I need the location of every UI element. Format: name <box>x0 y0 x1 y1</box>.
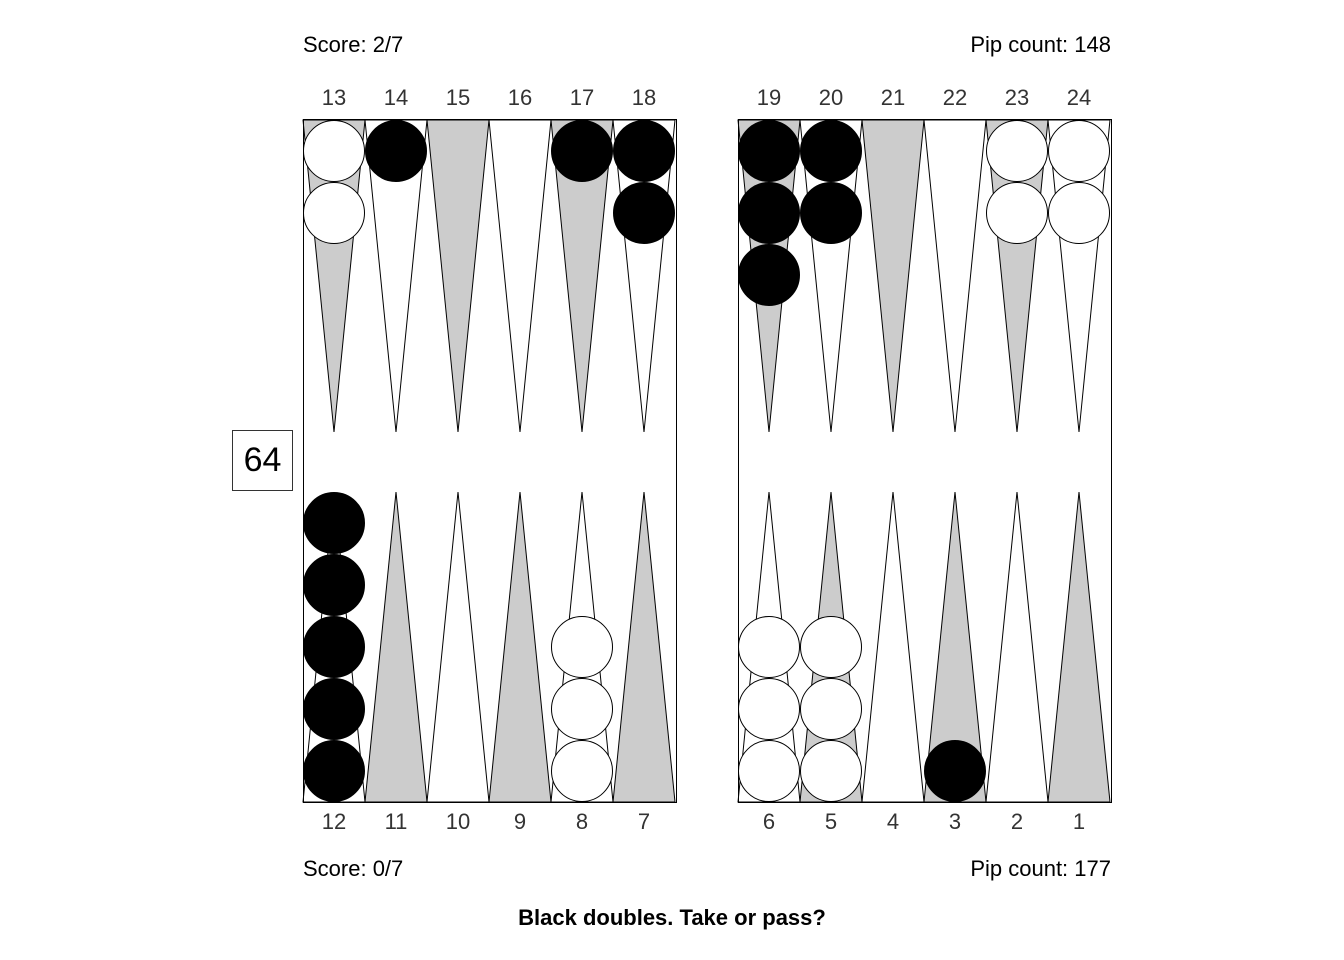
white-checker[interactable] <box>551 678 613 740</box>
white-checker[interactable] <box>738 678 800 740</box>
point-22[interactable] <box>923 119 987 433</box>
point-label-11: 11 <box>384 809 408 834</box>
black-checker[interactable] <box>738 244 800 306</box>
bottom-pip-count: Pip count: 177 <box>970 856 1111 881</box>
point-7[interactable] <box>612 491 676 803</box>
point-label-4: 4 <box>886 809 900 834</box>
white-checker[interactable] <box>800 616 862 678</box>
left-board-border <box>303 119 677 803</box>
black-checker[interactable] <box>738 182 800 244</box>
point-label-7: 7 <box>637 809 651 834</box>
point-label-12: 12 <box>321 809 347 834</box>
point-10[interactable] <box>426 491 490 803</box>
bottom-score-label: Score: 0/7 <box>303 856 404 881</box>
point-label-22: 22 <box>942 85 968 110</box>
doubling-cube[interactable]: 64 <box>232 430 293 491</box>
white-checker[interactable] <box>738 740 800 802</box>
black-checker[interactable] <box>303 678 365 740</box>
top-pip-count: Pip count: 148 <box>970 32 1111 57</box>
point-label-24: 24 <box>1066 85 1092 110</box>
point-21[interactable] <box>861 119 925 433</box>
white-checker[interactable] <box>800 678 862 740</box>
point-label-1: 1 <box>1072 809 1086 834</box>
point-15[interactable] <box>426 119 490 433</box>
point-label-21: 21 <box>880 85 906 110</box>
point-9[interactable] <box>488 491 552 803</box>
point-label-8: 8 <box>575 809 589 834</box>
point-label-19: 19 <box>756 85 782 110</box>
point-label-9: 9 <box>513 809 527 834</box>
white-checker[interactable] <box>986 182 1048 244</box>
black-checker[interactable] <box>924 740 986 802</box>
white-checker[interactable] <box>303 182 365 244</box>
checkers[interactable] <box>303 120 1110 802</box>
board-frame <box>303 119 1112 803</box>
black-checker[interactable] <box>738 120 800 182</box>
right-board-border <box>738 119 1112 803</box>
black-checker[interactable] <box>303 740 365 802</box>
point-label-23: 23 <box>1004 85 1030 110</box>
white-checker[interactable] <box>1048 182 1110 244</box>
point-1[interactable] <box>1047 491 1111 803</box>
point-label-16: 16 <box>507 85 533 110</box>
black-checker[interactable] <box>613 182 675 244</box>
point-2[interactable] <box>985 491 1049 803</box>
black-checker[interactable] <box>800 120 862 182</box>
black-checker[interactable] <box>365 120 427 182</box>
black-checker[interactable] <box>613 120 675 182</box>
point-label-20: 20 <box>818 85 844 110</box>
white-checker[interactable] <box>986 120 1048 182</box>
point-label-17: 17 <box>569 85 595 110</box>
point-label-10: 10 <box>445 809 471 834</box>
black-checker[interactable] <box>303 616 365 678</box>
point-label-5: 5 <box>824 809 838 834</box>
point-11[interactable] <box>364 491 428 803</box>
point-label-15: 15 <box>445 85 471 110</box>
point-label-18: 18 <box>631 85 657 110</box>
point-label-13: 13 <box>321 85 347 110</box>
white-checker[interactable] <box>1048 120 1110 182</box>
black-checker[interactable] <box>303 492 365 554</box>
black-checker[interactable] <box>551 120 613 182</box>
cube-value: 64 <box>243 441 282 479</box>
top-score-label: Score: 2/7 <box>303 32 404 57</box>
white-checker[interactable] <box>551 740 613 802</box>
doubling-prompt: Black doubles. Take or pass? <box>518 905 826 930</box>
black-checker[interactable] <box>800 182 862 244</box>
point-4[interactable] <box>861 491 925 803</box>
black-checker[interactable] <box>303 554 365 616</box>
point-label-2: 2 <box>1010 809 1024 834</box>
point-16[interactable] <box>488 119 552 433</box>
white-checker[interactable] <box>551 616 613 678</box>
point-label-3: 3 <box>948 809 962 834</box>
white-checker[interactable] <box>800 740 862 802</box>
white-checker[interactable] <box>303 120 365 182</box>
point-label-6: 6 <box>762 809 776 834</box>
white-checker[interactable] <box>738 616 800 678</box>
point-label-14: 14 <box>383 85 409 110</box>
